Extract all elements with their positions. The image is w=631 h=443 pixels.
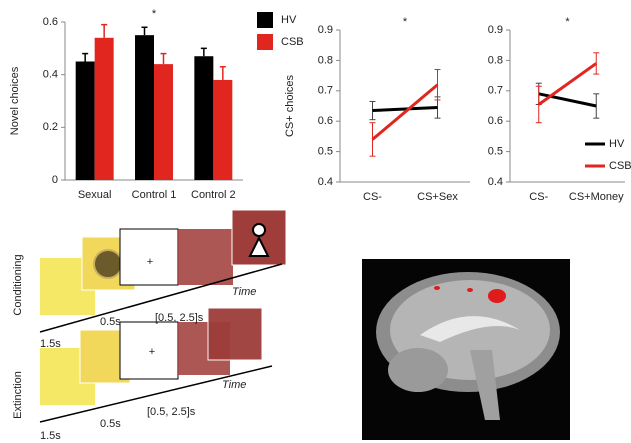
fixation-cross: + <box>149 346 155 358</box>
corpus-callosum <box>420 316 520 342</box>
x-tick-label: CS+Money <box>569 191 624 203</box>
legend-label: HV <box>281 14 297 26</box>
x-tick-label: Control 1 <box>132 189 177 201</box>
series-line <box>372 106 438 113</box>
y-tick-label: 0.8 <box>318 54 333 66</box>
y-tick-label: 0.4 <box>43 69 58 81</box>
conditioning-diagram <box>39 209 287 333</box>
y-axis-label: Novel choices <box>9 66 21 135</box>
y-tick-label: 0.4 <box>318 176 333 188</box>
legend-label: CSB <box>281 36 304 48</box>
time-label: Time <box>232 286 256 298</box>
timing-label: [0.5, 2.5]s <box>147 406 196 418</box>
timing-label: 0.5s <box>100 316 121 328</box>
y-tick-label: 0.5 <box>318 146 333 158</box>
y-tick-label: 0.6 <box>318 115 333 127</box>
outcome-square <box>207 307 263 361</box>
time-label: Time <box>222 379 246 391</box>
y-tick-label: 0.5 <box>488 146 503 158</box>
extinction-diagram <box>39 307 273 423</box>
y-tick-label: 0.9 <box>318 24 333 36</box>
cerebellum <box>388 348 448 392</box>
x-tick-label: Control 2 <box>191 189 236 201</box>
icon <box>252 223 266 237</box>
bar <box>135 35 154 180</box>
timing-label: 1.5s <box>40 430 61 442</box>
legend-swatch <box>257 34 273 50</box>
activation <box>467 288 473 292</box>
bar <box>194 56 214 180</box>
timeline <box>39 365 273 423</box>
bar <box>154 64 173 180</box>
series-line <box>371 83 439 141</box>
row-label: Extinction <box>12 371 24 419</box>
legend-label: CSB <box>609 160 631 172</box>
timing-label: [0.5, 2.5]s <box>155 312 204 324</box>
coin <box>93 249 123 279</box>
y-axis-label: CS+ choices <box>284 74 296 137</box>
x-tick-label: CS- <box>363 191 382 203</box>
legend-swatch <box>257 12 273 28</box>
row-label: Conditioning <box>12 254 24 315</box>
y-tick-label: 0.9 <box>488 24 503 36</box>
timeline <box>39 263 283 333</box>
significance-mark: * <box>403 16 408 28</box>
bar <box>75 61 95 180</box>
bar <box>213 79 233 180</box>
x-tick-label: CS+Sex <box>417 191 458 203</box>
series-line <box>537 62 598 106</box>
brain-image <box>362 259 570 440</box>
timing-label: 0.5s <box>100 418 121 430</box>
significance-mark: * <box>565 16 570 28</box>
timing-label: 1.5s <box>40 338 61 350</box>
significance-mark: * <box>152 8 157 20</box>
fixation-cross: + <box>147 256 153 268</box>
legend-label: HV <box>609 138 625 150</box>
icon <box>248 235 270 257</box>
y-tick-label: 0.7 <box>318 85 333 97</box>
y-tick-label: 0.2 <box>43 121 58 133</box>
y-tick-label: 0.4 <box>488 176 503 188</box>
x-tick-label: CS- <box>529 191 548 203</box>
y-tick-label: 0 <box>52 174 58 186</box>
outcome-square <box>178 229 233 285</box>
activation <box>434 286 440 290</box>
x-tick-label: Sexual <box>78 189 112 201</box>
y-tick-label: 0.6 <box>43 16 58 28</box>
y-tick-label: 0.8 <box>488 54 503 66</box>
brainstem <box>470 350 500 420</box>
activation <box>488 289 506 303</box>
y-tick-label: 0.6 <box>488 115 503 127</box>
y-tick-label: 0.7 <box>488 85 503 97</box>
bar <box>94 37 114 180</box>
